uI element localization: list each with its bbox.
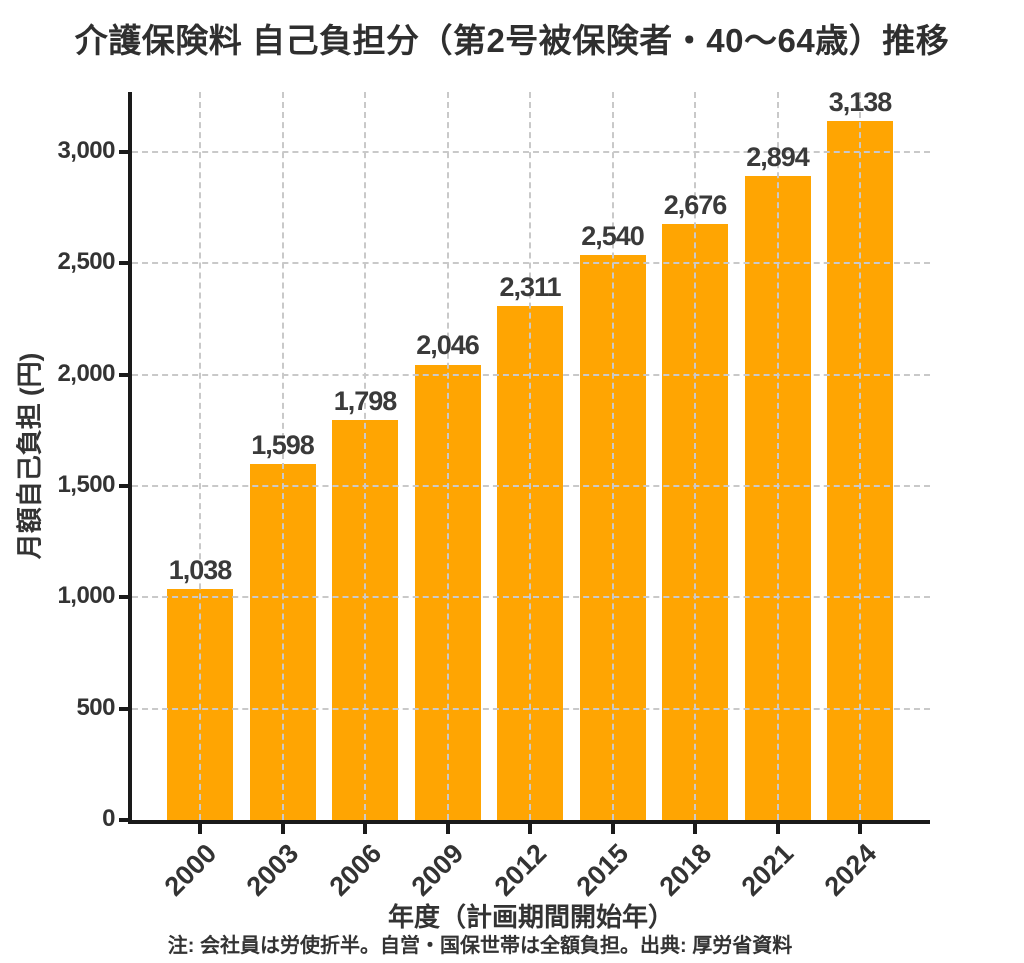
bar-value-label: 2,676 bbox=[663, 190, 728, 221]
y-tick bbox=[119, 261, 128, 266]
y-tick-label: 2,000 bbox=[57, 359, 115, 387]
y-tick-label: 0 bbox=[102, 805, 115, 832]
x-tick-label: 2012 bbox=[488, 838, 553, 902]
y-tick bbox=[119, 595, 128, 600]
x-axis-label: 年度（計画期間開始年） bbox=[387, 902, 674, 932]
x-tick-label: 2000 bbox=[158, 838, 223, 902]
bar-value-label: 1,798 bbox=[333, 385, 398, 416]
v-gridline bbox=[529, 92, 531, 820]
v-gridline bbox=[859, 92, 861, 820]
h-gridline bbox=[132, 151, 930, 154]
x-tick bbox=[528, 824, 532, 834]
y-axis-spine bbox=[128, 92, 132, 824]
bar-value-label: 2,894 bbox=[746, 141, 810, 172]
v-gridline bbox=[446, 92, 449, 820]
y-axis-label: 月額自己負担 (円) bbox=[14, 352, 45, 560]
v-gridline bbox=[281, 92, 284, 820]
x-tick bbox=[198, 824, 202, 834]
bar-value-label: 1,598 bbox=[251, 430, 315, 461]
bar-value-label: 2,311 bbox=[499, 271, 561, 302]
y-tick bbox=[119, 818, 128, 822]
x-tick-label: 2015 bbox=[571, 838, 635, 902]
h-gridline bbox=[132, 262, 930, 265]
x-tick bbox=[280, 824, 285, 834]
v-gridline bbox=[611, 92, 614, 820]
bar-value-label: 1,038 bbox=[168, 554, 233, 585]
h-gridline bbox=[132, 373, 930, 376]
y-tick-label: 500 bbox=[76, 693, 115, 721]
x-tick bbox=[610, 824, 615, 834]
y-tick-label: 3,000 bbox=[57, 137, 115, 165]
x-tick bbox=[445, 824, 450, 834]
y-tick-label: 1,500 bbox=[57, 471, 115, 499]
x-tick bbox=[775, 824, 780, 834]
x-tick-label: 2003 bbox=[241, 838, 305, 902]
x-axis-spine bbox=[128, 820, 930, 824]
v-gridline bbox=[776, 92, 779, 820]
x-tick-label: 2021 bbox=[736, 838, 800, 902]
plot-area: 0 500 1,000 1,500 2,000 2,500 3,000 1,038 2000 1,… bbox=[57, 87, 930, 902]
y-tick bbox=[119, 484, 128, 489]
bar-value-label: 2,540 bbox=[581, 220, 645, 251]
bar-value-label: 2,046 bbox=[416, 330, 480, 361]
footnote: 注: 会社員は労使折半。自営・国保世帯は全額負担。出典: 厚労省資料 bbox=[167, 935, 793, 957]
v-gridline bbox=[694, 92, 696, 820]
x-tick bbox=[858, 824, 862, 834]
y-tick bbox=[119, 706, 128, 711]
y-tick-label: 2,500 bbox=[57, 248, 115, 276]
v-gridline bbox=[199, 92, 201, 820]
x-tick bbox=[693, 824, 697, 834]
bar-value-label: 3,138 bbox=[828, 87, 893, 118]
x-tick-label: 2018 bbox=[653, 838, 718, 902]
y-tick bbox=[119, 372, 128, 377]
x-tick bbox=[363, 824, 367, 834]
h-gridline bbox=[132, 596, 930, 599]
chart-title: 介護保険料 自己負担分（第2号被保険者・40～64歳）推移 bbox=[74, 22, 950, 59]
v-gridline bbox=[364, 92, 366, 820]
h-gridline bbox=[132, 707, 930, 710]
y-tick-label: 1,000 bbox=[57, 582, 115, 610]
x-tick-label: 2006 bbox=[323, 838, 388, 902]
y-tick bbox=[119, 150, 128, 155]
x-tick-label: 2024 bbox=[818, 838, 883, 902]
h-gridline bbox=[132, 485, 930, 488]
x-tick-label: 2009 bbox=[406, 838, 470, 902]
